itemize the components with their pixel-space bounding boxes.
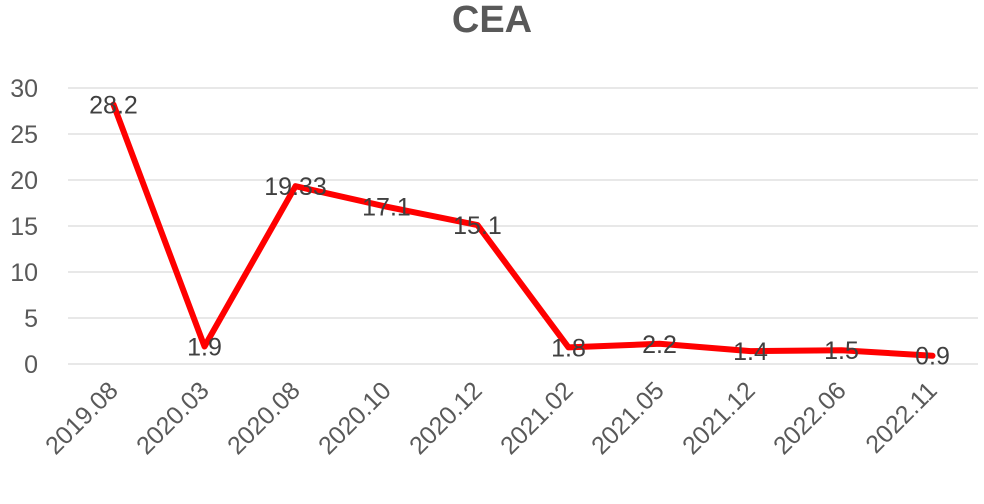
data-label: 15.1 [453,212,502,240]
y-axis-ticks: 0 5 10 15 20 25 30 [10,75,38,379]
data-labels: 28.2 1.9 19.33 17.1 15.1 1.8 2.2 1.4 1.5 0.9 [89,92,950,371]
gridlines [68,87,978,365]
data-label: 17.1 [362,194,411,222]
y-tick-label: 20 [10,167,38,195]
data-label: 1.5 [824,337,859,365]
x-tick-label: 2020.08 [222,376,306,460]
y-tick-label: 0 [24,351,38,379]
data-label: 28.2 [89,92,138,120]
y-tick-label: 15 [10,213,38,241]
series-line [110,101,936,359]
x-tick-label: 2021.05 [586,376,670,460]
data-label: 2.2 [642,331,677,359]
x-tick-label: 2022.11 [860,376,942,458]
y-tick-label: 25 [10,121,38,149]
data-label: 1.9 [187,334,222,362]
data-label: 19.33 [264,173,327,201]
data-label: 1.4 [733,338,768,366]
y-tick-label: 10 [10,259,38,287]
x-tick-label: 2020.12 [404,376,488,460]
x-tick-label: 2020.10 [313,376,397,460]
x-tick-label: 2019.08 [40,376,124,460]
x-tick-label: 2022.06 [768,376,852,460]
x-tick-label: 2020.03 [131,376,215,460]
x-tick-label: 2021.02 [495,376,579,460]
x-tick-label: 2021.12 [677,376,761,460]
data-label: 1.8 [551,334,586,362]
y-tick-label: 5 [24,305,38,333]
chart-title: CEA [451,0,533,41]
y-tick-label: 30 [10,75,38,103]
x-axis-ticks: 2019.08 2020.03 2020.08 2020.10 2020.12 2021.… [40,376,943,460]
data-label: 0.9 [915,343,950,371]
